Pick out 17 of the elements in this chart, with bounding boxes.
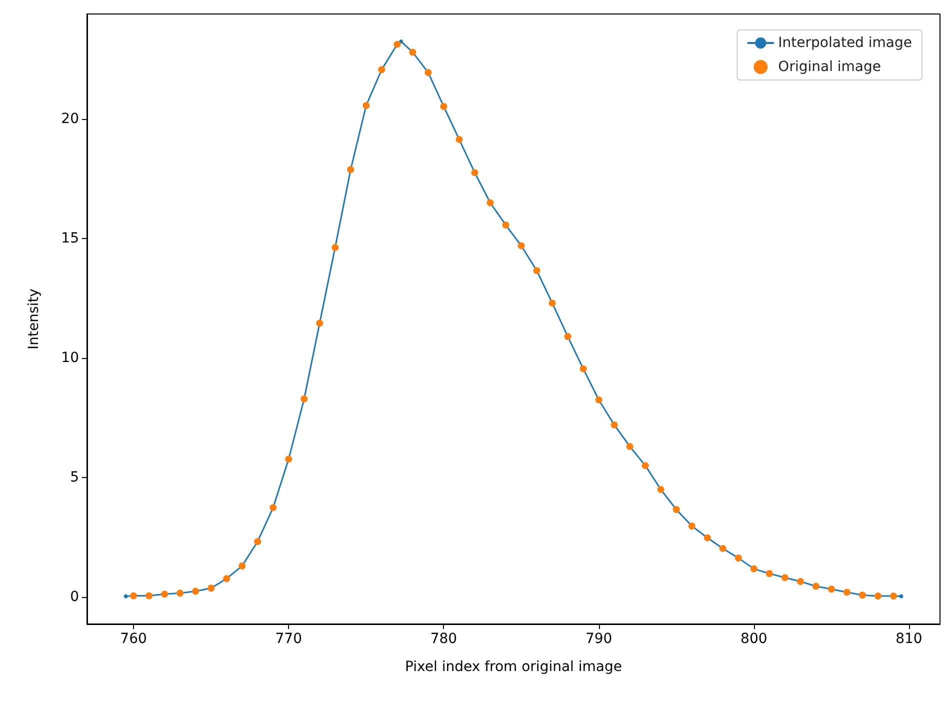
x-tick-label: 790 xyxy=(585,631,612,647)
y-tick-label: 15 xyxy=(61,230,79,247)
legend-label: Original image xyxy=(778,59,882,75)
y-tick-label: 10 xyxy=(61,350,79,366)
legend-label: Interpolated image xyxy=(778,35,912,51)
point xyxy=(899,594,904,598)
x-tick-label: 770 xyxy=(275,631,302,647)
y-axis-title: Intensity xyxy=(26,288,42,350)
x-axis-title: Pixel index from original image xyxy=(405,659,622,675)
y-tick-label: 20 xyxy=(61,111,79,128)
y-tick-label: 5 xyxy=(70,470,79,486)
y-tick-label: 0 xyxy=(70,589,79,605)
x-tick-label: 810 xyxy=(896,631,922,647)
point xyxy=(124,594,128,598)
x-tick-label: 800 xyxy=(740,631,768,647)
x-tick-label: 780 xyxy=(430,631,458,647)
x-tick-label: 760 xyxy=(120,631,147,647)
